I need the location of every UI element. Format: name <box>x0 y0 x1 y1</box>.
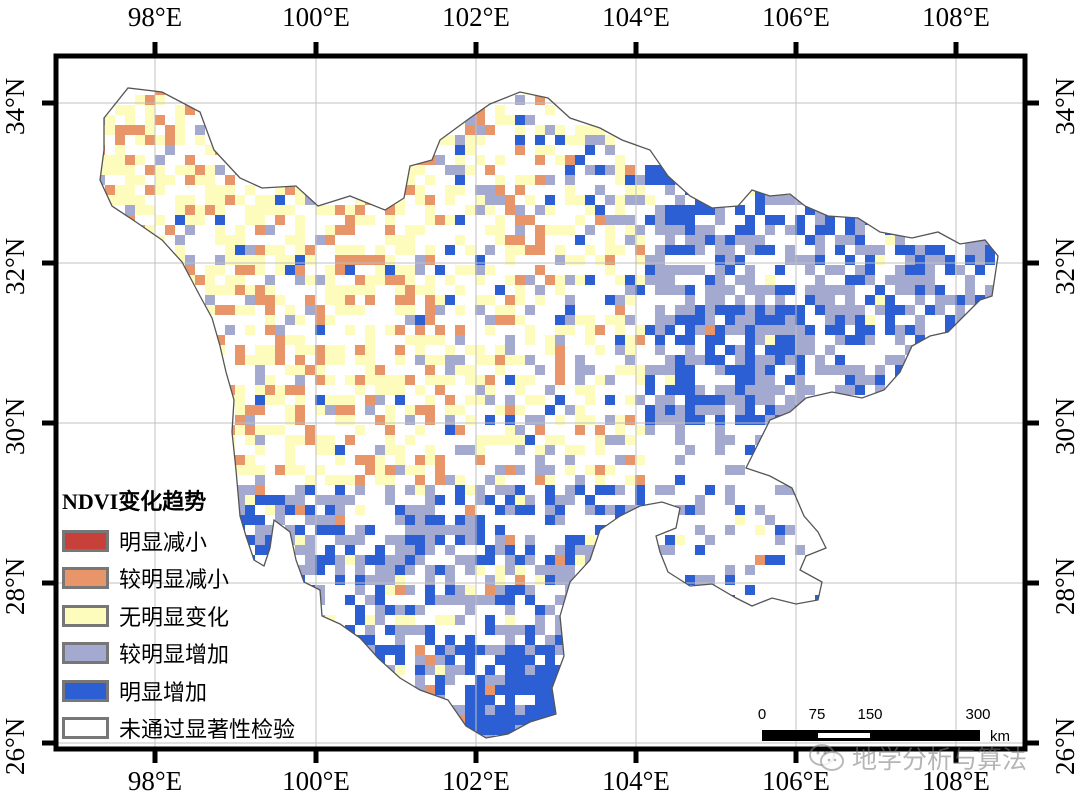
longitude-label-104E: 104°E <box>602 766 670 796</box>
legend-label: 明显减小 <box>119 530 208 556</box>
scale-bar: 0 75 150 300 km <box>750 706 1030 746</box>
swatch-significant-increase <box>62 679 109 702</box>
latitude-label-34N: 34°N <box>0 77 30 135</box>
legend-label: 无明显变化 <box>119 605 230 631</box>
latitude-label-26N: 26°N <box>0 717 30 775</box>
legend-item-significant-increase: 明显增加 <box>62 672 295 710</box>
latitude-label-34N: 34°N <box>1050 77 1080 135</box>
longitude-label-102E: 102°E <box>442 766 510 796</box>
latitude-label-26N: 26°N <box>1050 717 1080 775</box>
longitude-label-98E: 98°E <box>127 2 183 32</box>
frame-ticks <box>42 42 1039 763</box>
latitude-label-30N: 30°N <box>0 397 30 455</box>
longitude-label-98E: 98°E <box>127 766 183 796</box>
latitude-label-28N: 28°N <box>1050 557 1080 615</box>
legend-label: 较明显减小 <box>119 568 230 594</box>
wechat-icon <box>808 743 846 773</box>
legend: NDVI变化趋势 明显减小 较明显减小 无明显变化 较明显增加 明显增加 未通过… <box>62 484 295 747</box>
scale-label-150: 150 <box>857 706 883 723</box>
watermark: 地学分析与算法 <box>808 740 1027 776</box>
swatch-moderate-increase <box>62 642 109 665</box>
scale-label-300: 300 <box>965 706 991 723</box>
scale-label-0: 0 <box>757 706 767 723</box>
swatch-significant-decrease <box>62 529 109 552</box>
map-frame <box>53 53 1028 752</box>
legend-item-significant-decrease: 明显减小 <box>62 522 295 560</box>
swatch-no-change <box>62 604 109 627</box>
graticule <box>56 56 1025 749</box>
latitude-label-32N: 32°N <box>0 237 30 295</box>
watermark-text: 地学分析与算法 <box>852 745 1028 774</box>
legend-item-not-significant: 未通过显著性检验 <box>62 710 295 748</box>
longitude-label-100E: 100°E <box>282 2 350 32</box>
legend-item-moderate-increase: 较明显增加 <box>62 635 295 673</box>
scale-label-75: 75 <box>808 706 826 723</box>
scale-unit: km <box>990 728 1010 745</box>
swatch-not-significant <box>62 717 109 740</box>
latitude-label-30N: 30°N <box>1050 397 1080 455</box>
longitude-label-108E: 108°E <box>922 766 990 796</box>
legend-item-moderate-decrease: 较明显减小 <box>62 560 295 598</box>
latitude-label-28N: 28°N <box>0 557 30 615</box>
scale-bar-graphic <box>762 730 980 741</box>
longitude-label-102E: 102°E <box>442 2 510 32</box>
legend-label: 未通过显著性检验 <box>119 718 296 744</box>
longitude-label-104E: 104°E <box>602 2 670 32</box>
swatch-moderate-decrease <box>62 567 109 590</box>
province-boundary <box>99 87 999 739</box>
longitude-label-106E: 106°E <box>762 766 830 796</box>
legend-label: 较明显增加 <box>119 643 230 669</box>
legend-title: NDVI变化趋势 <box>62 489 207 514</box>
longitude-label-100E: 100°E <box>282 766 350 796</box>
longitude-label-108E: 108°E <box>922 2 990 32</box>
legend-item-no-change: 无明显变化 <box>62 597 295 635</box>
legend-label: 明显增加 <box>119 680 208 706</box>
longitude-label-106E: 106°E <box>762 2 830 32</box>
latitude-label-32N: 32°N <box>1050 237 1080 295</box>
